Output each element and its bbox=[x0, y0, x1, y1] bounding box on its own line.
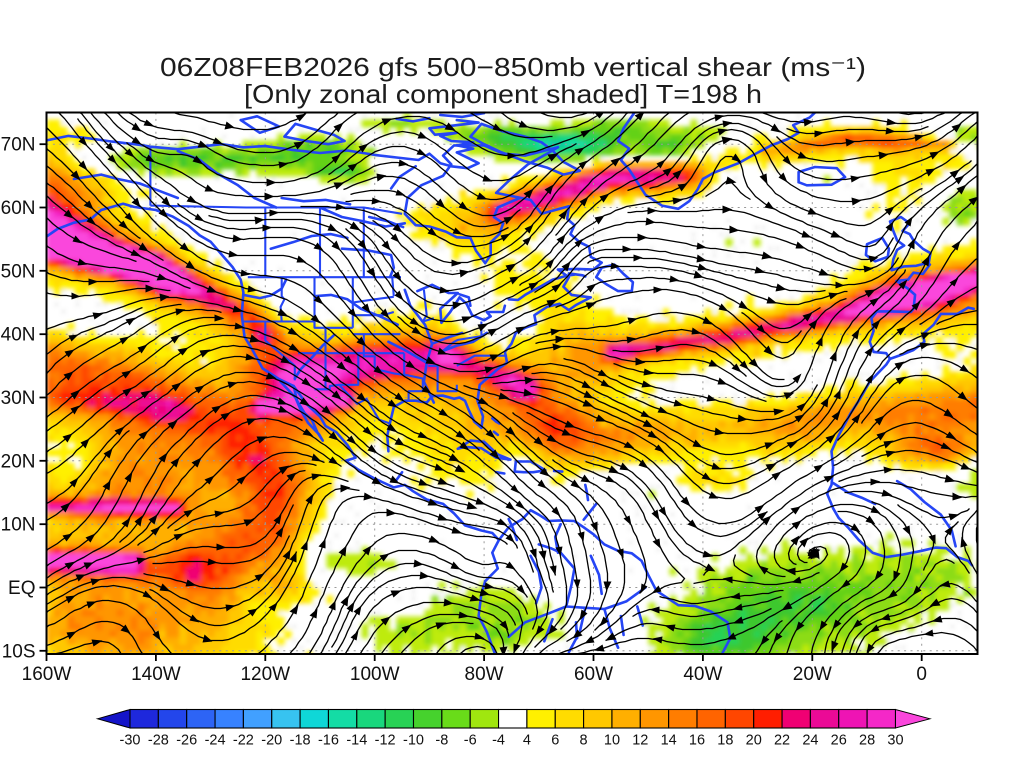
svg-text:60W: 60W bbox=[574, 664, 613, 685]
svg-text:30: 30 bbox=[887, 733, 903, 749]
svg-text:4: 4 bbox=[523, 733, 531, 749]
svg-text:06Z08FEB2026 gfs 500−850mb ver: 06Z08FEB2026 gfs 500−850mb vertical shea… bbox=[160, 52, 866, 82]
svg-text:-24: -24 bbox=[205, 733, 226, 749]
svg-text:28: 28 bbox=[859, 733, 875, 749]
svg-text:-22: -22 bbox=[233, 733, 254, 749]
svg-text:-20: -20 bbox=[261, 733, 282, 749]
svg-text:8: 8 bbox=[580, 733, 588, 749]
svg-text:0: 0 bbox=[916, 664, 927, 685]
svg-text:-10: -10 bbox=[403, 733, 424, 749]
svg-text:10: 10 bbox=[604, 733, 620, 749]
svg-text:[Only zonal component shaded]: [Only zonal component shaded] T=198 h bbox=[244, 79, 762, 109]
svg-text:30N: 30N bbox=[1, 388, 36, 409]
svg-text:50N: 50N bbox=[1, 261, 36, 282]
svg-text:160W: 160W bbox=[22, 664, 72, 685]
svg-text:140W: 140W bbox=[131, 664, 181, 685]
svg-text:-18: -18 bbox=[290, 733, 311, 749]
svg-text:14: 14 bbox=[661, 733, 677, 749]
svg-text:-8: -8 bbox=[435, 733, 448, 749]
svg-text:120W: 120W bbox=[240, 664, 290, 685]
svg-text:-26: -26 bbox=[176, 733, 197, 749]
svg-text:20N: 20N bbox=[1, 451, 36, 472]
svg-text:22: 22 bbox=[774, 733, 790, 749]
svg-text:EQ: EQ bbox=[8, 578, 35, 599]
svg-text:70N: 70N bbox=[1, 135, 36, 156]
svg-text:80W: 80W bbox=[465, 664, 504, 685]
svg-text:-30: -30 bbox=[120, 733, 141, 749]
svg-text:10S: 10S bbox=[2, 641, 36, 662]
svg-text:40W: 40W bbox=[683, 664, 722, 685]
svg-text:-6: -6 bbox=[464, 733, 477, 749]
svg-text:26: 26 bbox=[831, 733, 847, 749]
svg-text:-28: -28 bbox=[148, 733, 169, 749]
svg-text:10N: 10N bbox=[1, 515, 36, 536]
svg-text:-16: -16 bbox=[318, 733, 339, 749]
svg-text:-12: -12 bbox=[375, 733, 396, 749]
svg-text:20: 20 bbox=[746, 733, 762, 749]
svg-text:18: 18 bbox=[717, 733, 733, 749]
svg-text:60N: 60N bbox=[1, 198, 36, 219]
svg-text:16: 16 bbox=[689, 733, 705, 749]
svg-text:100W: 100W bbox=[350, 664, 400, 685]
svg-text:20W: 20W bbox=[793, 664, 832, 685]
svg-text:24: 24 bbox=[802, 733, 818, 749]
svg-text:-4: -4 bbox=[492, 733, 505, 749]
svg-text:12: 12 bbox=[632, 733, 648, 749]
svg-text:40N: 40N bbox=[1, 325, 36, 346]
svg-text:6: 6 bbox=[551, 733, 559, 749]
svg-text:-14: -14 bbox=[346, 733, 367, 749]
